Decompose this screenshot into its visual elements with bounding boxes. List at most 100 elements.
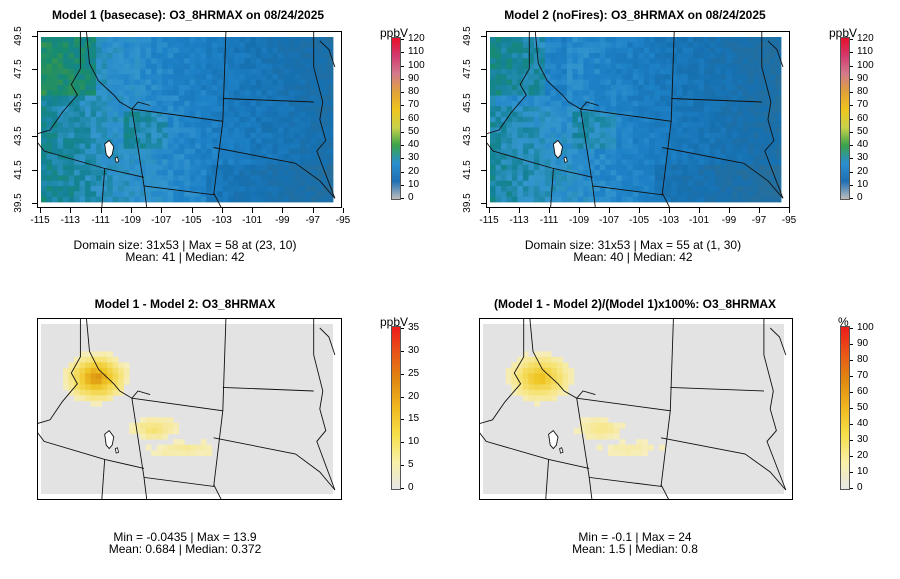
- colorbar-tick-label: 100: [857, 59, 874, 71]
- colorbar-tick-mark: [850, 424, 853, 425]
- state-boundary-line: [660, 484, 669, 499]
- state-boundary-line: [143, 477, 148, 499]
- x-tick-mark: [40, 208, 41, 213]
- colorbar-tick-mark: [850, 360, 853, 361]
- panel-title: Model 1 (basecase): O3_8HRMAX on 08/24/2…: [51, 8, 325, 22]
- y-tick-label: 45.5: [13, 93, 24, 113]
- stats-line-2: Mean: 1.5 | Median: 0.8: [572, 542, 698, 556]
- x-tick-mark: [699, 208, 700, 213]
- state-boundary-line: [38, 319, 81, 424]
- map-panel: [479, 318, 793, 500]
- y-tick-label: 39.5: [13, 193, 24, 213]
- panel-title: Model 1 - Model 2: O3_8HRMAX: [94, 297, 276, 311]
- x-tick-label: -99: [275, 215, 290, 226]
- x-tick-label: -97: [305, 215, 320, 226]
- y-tick-label: 49.5: [462, 26, 473, 46]
- x-tick-mark: [639, 208, 640, 213]
- state-boundary-line: [487, 32, 530, 135]
- state-boundary-line: [763, 319, 774, 392]
- colorbar-tick-label: 120: [857, 33, 874, 44]
- state-boundary-line: [316, 390, 336, 491]
- state-boundary-line: [313, 319, 324, 392]
- x-tick-mark: [312, 208, 314, 213]
- colorbar-tick-mark: [401, 328, 404, 329]
- colorbar-tick-label: 120: [408, 33, 425, 44]
- heatmap-cells: [41, 324, 333, 494]
- utah-lake: [114, 447, 120, 454]
- colorbar-tick-label: 20: [408, 165, 420, 177]
- state-boundary-line: [222, 319, 227, 411]
- heatmap-background: [483, 324, 784, 494]
- colorbar-tick-mark: [850, 145, 853, 146]
- y-tick-label: 47.5: [462, 59, 473, 80]
- x-tick-label: -97: [751, 215, 767, 226]
- x-tick-label: -101: [688, 215, 709, 226]
- colorbar-tick-label: 80: [408, 86, 420, 97]
- colorbar-tick-label: 10: [408, 178, 420, 190]
- state-boundary-line: [131, 108, 224, 196]
- y-tick-mark: [481, 169, 486, 171]
- colorbar-tick-label: 50: [408, 125, 420, 137]
- x-tick-mark: [343, 208, 344, 213]
- colorbar-tick-label: 40: [408, 139, 420, 150]
- y-tick-label: 41.5: [462, 159, 473, 180]
- colorbar-tick-mark: [850, 328, 853, 329]
- x-tick-mark: [789, 208, 790, 213]
- colorbar: [840, 326, 850, 490]
- colorbar-tick-label: 15: [408, 413, 420, 425]
- x-tick-label: -103: [658, 215, 679, 226]
- x-tick-mark: [70, 208, 72, 213]
- state-boundary-line: [592, 185, 596, 207]
- state-boundary-line: [670, 32, 675, 122]
- state-boundary-line: [769, 327, 787, 356]
- x-tick-mark: [161, 208, 163, 213]
- x-tick-mark: [519, 208, 520, 213]
- x-tick-label: -95: [781, 215, 797, 226]
- colorbar-tick-label: 100: [408, 59, 425, 71]
- colorbar-tick-mark: [850, 456, 853, 457]
- heatmap-background: [41, 324, 333, 494]
- state-boundary-line: [313, 32, 324, 103]
- utah-lake: [114, 156, 120, 163]
- x-tick-mark: [759, 208, 760, 213]
- colorbar-tick-label: 0: [857, 482, 863, 493]
- colorbar-tick-label: 70: [857, 370, 869, 381]
- colorbar-unit-label: ppbV: [380, 26, 409, 40]
- stats-line-2: Mean: 41 | Median: 42: [125, 250, 245, 264]
- colorbar-unit-label: %: [838, 315, 849, 329]
- y-tick-mark: [481, 102, 486, 104]
- colorbar-tick-label: 30: [408, 344, 420, 356]
- colorbar-tick-label: 40: [857, 139, 869, 150]
- state-boundary-line: [534, 32, 599, 110]
- state-boundary-line: [213, 484, 222, 499]
- colorbar-tick-label: 10: [408, 436, 420, 448]
- colorbar-tick-mark: [401, 396, 404, 398]
- great-salt-lake: [552, 139, 563, 159]
- x-tick-label: -115: [479, 215, 499, 226]
- y-tick-label: 43.5: [462, 126, 473, 146]
- state-boundary-line: [660, 437, 787, 491]
- x-tick-label: -107: [151, 215, 172, 226]
- colorbar-tick-mark: [850, 408, 853, 409]
- y-tick-label: 43.5: [13, 126, 24, 146]
- colorbar-tick-mark: [401, 118, 404, 120]
- colorbar-tick-mark: [850, 472, 853, 473]
- state-boundary-line: [38, 142, 145, 178]
- colorbar-tick-mark: [401, 131, 404, 133]
- colorbar-tick-label: 30: [408, 152, 420, 164]
- heatmap-svg: [480, 319, 787, 499]
- y-tick-label: 41.5: [13, 159, 24, 180]
- colorbar-tick-label: 35: [408, 322, 420, 333]
- colorbar-tick-mark: [401, 442, 404, 444]
- state-boundary-line: [131, 397, 224, 487]
- state-boundary-line: [670, 386, 764, 392]
- panel-title: Model 2 (noFires): O3_8HRMAX on 08/24/20…: [504, 8, 766, 22]
- colorbar-tick-label: 30: [857, 152, 869, 164]
- state-boundary-line: [480, 432, 590, 469]
- colorbar-tick-label: 0: [408, 482, 414, 493]
- colorbar: [391, 37, 401, 200]
- colorbar-tick-label: 110: [857, 46, 873, 58]
- colorbar-tick-mark: [850, 158, 853, 160]
- state-boundary-line: [588, 477, 593, 499]
- x-tick-label: -111: [539, 215, 559, 226]
